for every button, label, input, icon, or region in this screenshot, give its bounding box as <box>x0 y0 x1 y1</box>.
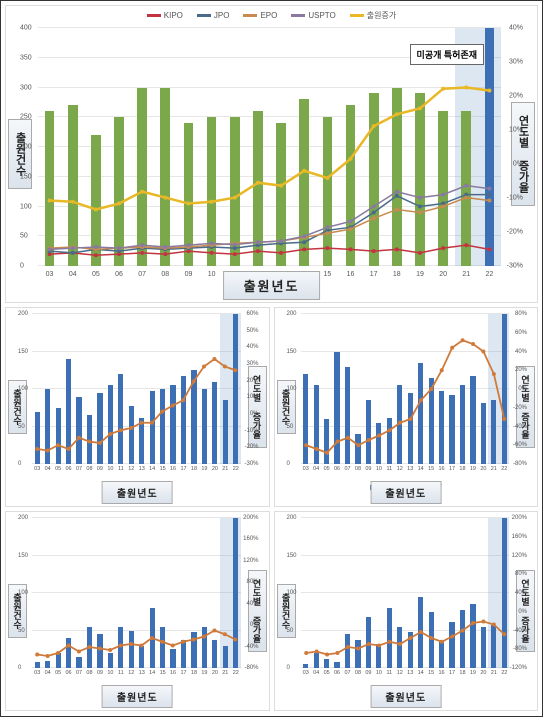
sub-chart-2: 출원건수 연도별 증가율 050100150200-80%-60%-40%-20… <box>274 307 539 507</box>
sub-chart-4: 출원건수 연도별 증가율 050100150200-120%-80%-40%0%… <box>274 511 539 711</box>
x-title: 출원년도 <box>102 481 173 504</box>
y-right-title: 연도별 증가율 <box>511 102 535 206</box>
main-legend: KIPOJPOEPOUSPTO출원증가 <box>6 10 537 21</box>
sub-plot: 050100150200-80%-60%-40%-20%0%20%40%60%8… <box>301 314 510 464</box>
sub-plot: 050100150200-120%-80%-40%0%40%80%120%160… <box>301 518 510 668</box>
main-chart: KIPOJPOEPOUSPTO출원증가 미공개 특허존재 출원건수 연도별 증가… <box>5 5 538 303</box>
sub-plot: 050100150200-80%-40%0%40%80%120%160%200%… <box>32 518 241 668</box>
x-title: 출원년도 <box>223 271 321 300</box>
x-title: 출원년도 <box>370 481 441 504</box>
annotation-box: 미공개 특허존재 <box>410 44 484 65</box>
x-title: 출원년도 <box>102 685 173 708</box>
x-title: 출원년도 <box>370 685 441 708</box>
sub-chart-3: 출원건수 연도별 증가율 050100150200-80%-40%0%40%80… <box>5 511 270 711</box>
sub-chart-grid: 출원건수 연도별 증가율 050100150200-30%-20%-10%0%1… <box>5 307 538 711</box>
sub-plot: 050100150200-30%-20%-10%0%10%20%30%40%50… <box>32 314 241 464</box>
sub-chart-1: 출원건수 연도별 증가율 050100150200-30%-20%-10%0%1… <box>5 307 270 507</box>
